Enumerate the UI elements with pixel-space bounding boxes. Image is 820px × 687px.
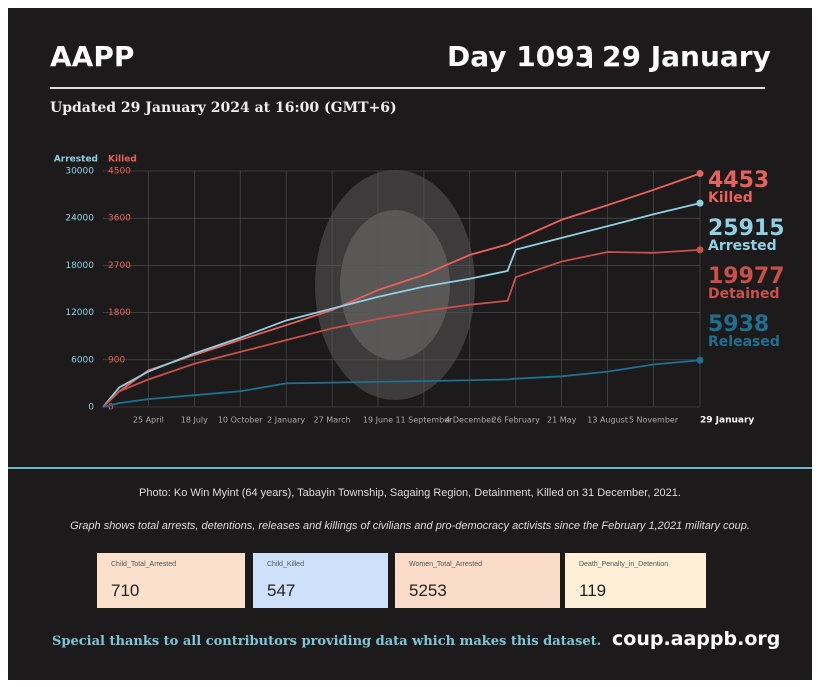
end-value: 19977 — [708, 264, 785, 289]
end-dot — [696, 169, 704, 177]
rule — [50, 87, 765, 89]
x-tick-label: 4 December — [445, 416, 495, 425]
series-line — [102, 202, 701, 408]
end-value: 5938 — [708, 312, 769, 337]
updated: Updated 29 January 2024 at 16:00 (GMT+6) — [50, 100, 397, 116]
title: AAPP — [50, 40, 135, 73]
chart: Arrested Killed 0 6000 12000 18000 24000 30000 0… — [54, 155, 785, 426]
y2-tick-label: 2700 — [108, 261, 131, 271]
x-tick-label: 18 July — [181, 416, 208, 425]
stat-value: 710 — [111, 581, 140, 600]
end-dot — [696, 356, 704, 364]
series-line — [102, 248, 701, 408]
x-tick-label: 25 April — [133, 416, 164, 425]
x-tick-label: 21 May — [547, 416, 577, 425]
stat-card: Death_Penalty_in_Detention 119 — [565, 553, 706, 608]
y-tick-label: 30000 — [65, 167, 94, 177]
y-tick-label: 24000 — [65, 214, 94, 224]
stat-value: 5253 — [409, 581, 447, 600]
y2-tick-label: 0 — [108, 403, 114, 413]
end-name: Detained — [708, 286, 780, 302]
stat-label: Death_Penalty_in_Detention — [579, 561, 669, 568]
y-tick-label: 0 — [88, 403, 94, 413]
end-value: 25915 — [708, 216, 785, 241]
stat-card: Child_Total_Arrested 710 — [97, 553, 245, 608]
end-dot — [696, 246, 704, 254]
end-dot — [696, 199, 704, 207]
x-tick-label: 27 March — [314, 416, 351, 425]
end-name: Arrested — [708, 238, 777, 254]
stat-card: Child_Killed 547 — [253, 553, 388, 608]
series-line — [102, 359, 701, 408]
stat-value: 119 — [579, 581, 607, 600]
x-tick-label: 26 February — [492, 416, 540, 425]
stat-label: Child_Killed — [267, 561, 304, 568]
y2-tick-label: 3600 — [108, 214, 131, 224]
stat-label: Child_Total_Arrested — [111, 561, 176, 568]
y2-axis-label: Killed — [108, 155, 137, 165]
divider — [8, 467, 812, 469]
y-tick-label: 6000 — [71, 355, 94, 365]
y2-tick-label: 1800 — [108, 308, 131, 318]
x-tick-label: 13 August — [587, 416, 628, 425]
stat-card: Women_Total_Arrested 5253 — [395, 553, 560, 608]
stat-value: 547 — [267, 581, 296, 600]
y2-tick-label: 900 — [108, 355, 125, 365]
x-tick-label: 29 January — [700, 416, 754, 426]
day: Day 1093 — [447, 40, 595, 73]
y2-tick-label: 4500 — [108, 167, 131, 177]
stat-label: Women_Total_Arrested — [409, 561, 483, 568]
y-axis-label: Arrested — [54, 155, 98, 165]
y-tick-label: 12000 — [65, 308, 94, 318]
description: Graph shows total arrests, detentions, r… — [70, 520, 750, 532]
url: coup.aappb.org — [612, 628, 781, 650]
x-tick-label: 19 June — [363, 416, 393, 425]
thanks: Special thanks to all contributors provi… — [52, 634, 602, 649]
separator — [589, 52, 592, 68]
end-value: 4453 — [708, 168, 769, 193]
x-tick-label: 11 September — [395, 416, 453, 425]
date: 29 January — [602, 40, 771, 73]
y-tick-label: 18000 — [65, 261, 94, 271]
photo-caption: Photo: Ko Win Myint (64 years), Tabayin … — [139, 487, 681, 499]
end-name: Killed — [708, 190, 753, 206]
x-tick-label: 5 November — [629, 416, 679, 425]
end-name: Released — [708, 334, 780, 350]
x-tick-label: 10 October — [218, 416, 263, 425]
x-tick-label: 2 January — [267, 416, 305, 425]
